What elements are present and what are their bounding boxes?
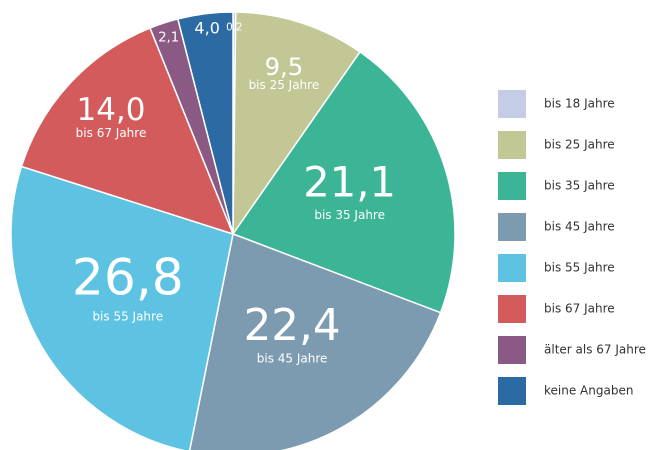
legend-swatch: [498, 90, 526, 118]
legend-label: keine Angaben: [544, 384, 633, 398]
pie-slice: [231, 50, 456, 314]
slice-value-label: 2,1: [158, 30, 179, 45]
legend-swatch: [498, 336, 526, 364]
slice-category-label: bis 67 Jahre: [76, 126, 147, 140]
legend-swatch: [498, 131, 526, 159]
legend-label: bis 55 Jahre: [544, 261, 615, 275]
slice-value-label: 4,0: [194, 19, 219, 38]
pie-slice: [232, 11, 362, 237]
slice-value-label: 26,8: [72, 247, 184, 306]
slice-value-label: 14,0: [76, 92, 145, 128]
pie-slice: [20, 27, 235, 236]
legend-label: älter als 67 Jahre: [544, 343, 646, 357]
pie-slice: [176, 11, 234, 235]
slice-value-label: 21,1: [303, 157, 396, 206]
legend-swatch: [498, 213, 526, 241]
legend-label: bis 18 Jahre: [544, 97, 615, 111]
legend-label: bis 25 Jahre: [544, 138, 615, 152]
slice-category-label: bis 55 Jahre: [92, 310, 163, 324]
slice-category-label: bis 35 Jahre: [314, 208, 385, 222]
slice-value-label: 22,4: [244, 301, 341, 351]
legend-swatch: [498, 172, 526, 200]
legend-label: bis 45 Jahre: [544, 220, 615, 234]
slice-category-label: bis 45 Jahre: [257, 352, 328, 366]
legend-label: bis 35 Jahre: [544, 179, 615, 193]
legend-swatch: [498, 377, 526, 405]
pie-slice: [188, 232, 442, 450]
legend-swatch: [498, 254, 526, 282]
legend-swatch: [498, 295, 526, 323]
slice-value-label: 0,2: [226, 22, 242, 34]
slice-category-label: bis 25 Jahre: [249, 78, 320, 92]
pie-slice: [10, 165, 234, 450]
slice-value-label: 9,5: [265, 52, 304, 81]
legend-label: bis 67 Jahre: [544, 302, 615, 316]
